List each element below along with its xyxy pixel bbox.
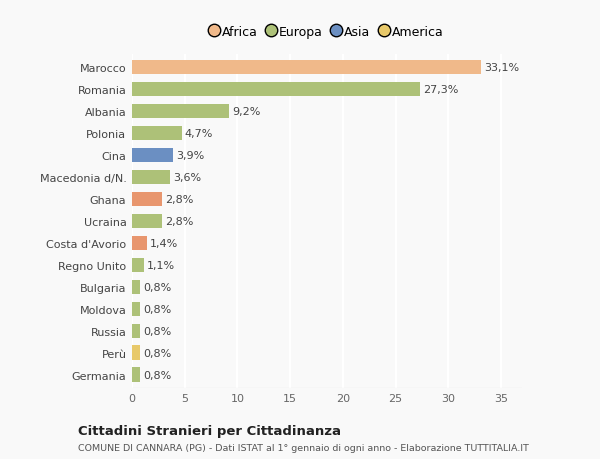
Bar — [132, 127, 182, 141]
Bar — [132, 236, 147, 251]
Text: 0,8%: 0,8% — [143, 304, 172, 314]
Bar — [132, 324, 140, 338]
Text: Cittadini Stranieri per Cittadinanza: Cittadini Stranieri per Cittadinanza — [78, 425, 341, 437]
Bar — [132, 192, 161, 207]
Text: 2,8%: 2,8% — [164, 217, 193, 226]
Bar — [132, 83, 420, 97]
Text: 9,2%: 9,2% — [232, 107, 260, 117]
Bar — [132, 280, 140, 294]
Text: 0,8%: 0,8% — [143, 282, 172, 292]
Text: 3,6%: 3,6% — [173, 173, 201, 183]
Text: 0,8%: 0,8% — [143, 326, 172, 336]
Text: 0,8%: 0,8% — [143, 348, 172, 358]
Bar — [132, 105, 229, 119]
Text: 1,4%: 1,4% — [150, 238, 178, 248]
Text: 3,9%: 3,9% — [176, 151, 205, 161]
Bar — [132, 346, 140, 360]
Text: 27,3%: 27,3% — [423, 85, 458, 95]
Bar — [132, 302, 140, 316]
Text: COMUNE DI CANNARA (PG) - Dati ISTAT al 1° gennaio di ogni anno - Elaborazione TU: COMUNE DI CANNARA (PG) - Dati ISTAT al 1… — [78, 443, 529, 452]
Bar — [132, 171, 170, 185]
Text: 33,1%: 33,1% — [484, 63, 519, 73]
Bar — [132, 214, 161, 229]
Text: 0,8%: 0,8% — [143, 370, 172, 380]
Text: 4,7%: 4,7% — [185, 129, 213, 139]
Text: 2,8%: 2,8% — [164, 195, 193, 205]
Bar — [132, 258, 143, 272]
Bar — [132, 368, 140, 382]
Bar — [132, 61, 481, 75]
Legend: Africa, Europa, Asia, America: Africa, Europa, Asia, America — [208, 23, 446, 41]
Bar — [132, 149, 173, 163]
Text: 1,1%: 1,1% — [147, 260, 175, 270]
